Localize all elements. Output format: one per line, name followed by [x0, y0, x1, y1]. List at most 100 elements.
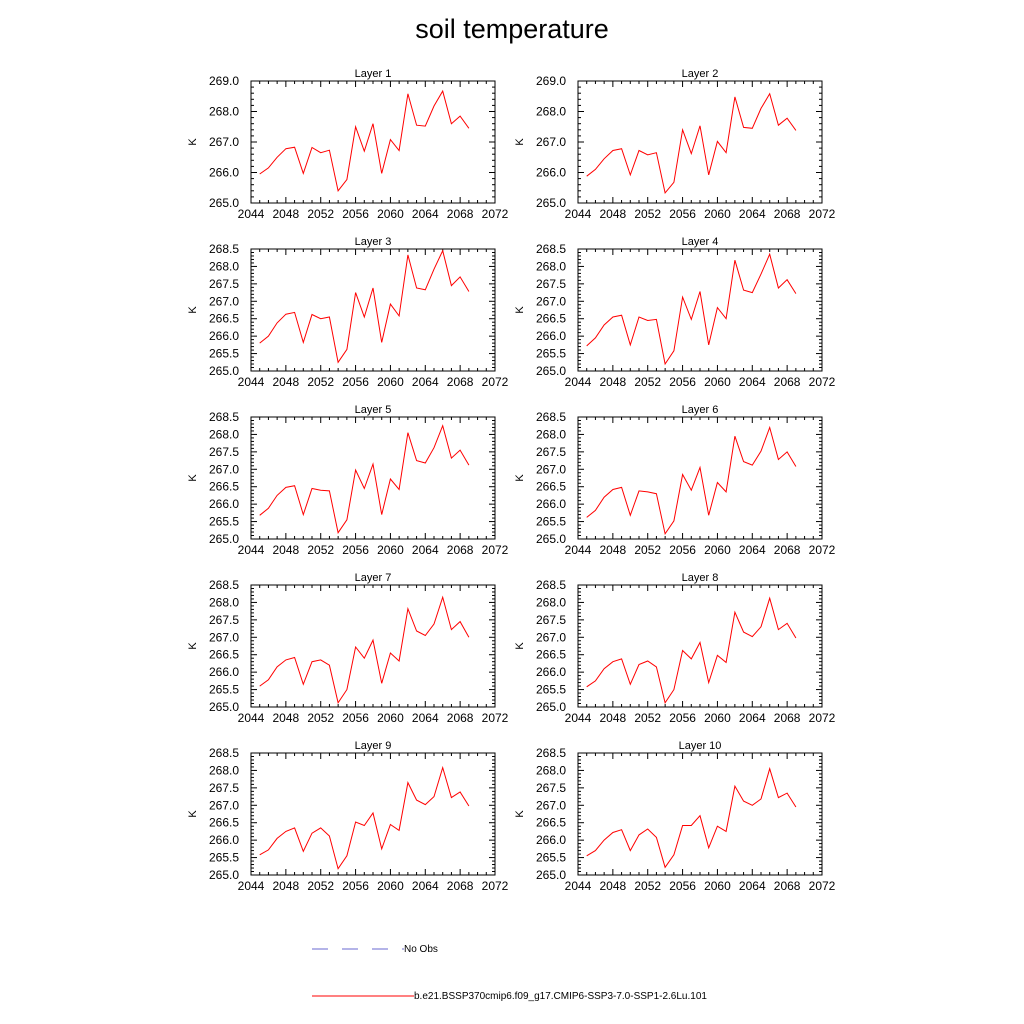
x-tick-label: 2052 — [634, 375, 661, 389]
x-tick-label: 2064 — [412, 711, 439, 725]
x-tick-label: 2072 — [482, 711, 509, 725]
legend-label-no-obs: No Obs — [404, 943, 438, 955]
y-tick-label: 267.0 — [209, 294, 239, 308]
legend-line-solid — [312, 995, 414, 997]
x-tick-label: 2044 — [238, 711, 265, 725]
panel-title: Layer 8 — [682, 572, 719, 584]
panel-title: Layer 9 — [355, 740, 392, 752]
y-axis-label: K — [514, 642, 526, 650]
y-tick-label: 266.5 — [536, 816, 566, 830]
series-line — [259, 249, 470, 364]
y-tick-label: 265.0 — [209, 196, 239, 210]
x-tick-label: 2060 — [377, 375, 404, 389]
chart-panel: Layer 2 K 2044 2048 2052 2056 2060 2064 2068 2072… — [514, 68, 836, 221]
x-tick-label: 2052 — [634, 207, 661, 221]
chart-panel: Layer 9 K 2044 2048 2052 2056 2060 2064 2068 2072… — [187, 740, 509, 893]
x-tick-label: 2056 — [669, 375, 696, 389]
plot-frame — [250, 80, 496, 204]
chart-panel: Layer 6 K 2044 2048 2052 2056 2060 2064 2068 2072… — [514, 404, 836, 557]
x-tick-label: 2048 — [273, 543, 300, 557]
panel-title: Layer 5 — [355, 404, 392, 416]
x-tick-label: 2068 — [447, 375, 474, 389]
x-tick-label: 2068 — [774, 711, 801, 725]
x-tick-label: 2068 — [447, 711, 474, 725]
y-tick-label: 267.5 — [209, 613, 239, 627]
x-tick-label: 2068 — [447, 207, 474, 221]
y-tick-label: 266.5 — [536, 648, 566, 662]
y-tick-label: 265.5 — [536, 683, 566, 697]
chart-panel: Layer 4 K 2044 2048 2052 2056 2060 2064 2068 2072… — [514, 236, 836, 389]
y-tick-label: 268.0 — [536, 259, 566, 273]
x-tick-label: 2056 — [669, 543, 696, 557]
y-tick-label: 265.5 — [536, 851, 566, 865]
y-axis-label: K — [514, 810, 526, 818]
chart-panel: Layer 7 K 2044 2048 2052 2056 2060 2064 2068 2072… — [187, 572, 509, 725]
x-tick-label: 2056 — [342, 711, 369, 725]
x-tick-label: 2052 — [307, 207, 334, 221]
y-tick-label: 266.0 — [209, 665, 239, 679]
legend-line-dashed — [312, 948, 404, 950]
x-tick-label: 2044 — [565, 543, 592, 557]
x-tick-label: 2060 — [377, 879, 404, 893]
x-tick-label: 2048 — [600, 543, 627, 557]
y-tick-label: 268.0 — [209, 259, 239, 273]
x-tick-label: 2048 — [600, 879, 627, 893]
x-tick-label: 2064 — [412, 375, 439, 389]
plot-frame — [577, 80, 823, 204]
y-tick-label: 268.5 — [536, 410, 566, 424]
y-tick-label: 268.0 — [536, 427, 566, 441]
y-tick-label: 265.0 — [209, 868, 239, 882]
x-tick-label: 2052 — [634, 711, 661, 725]
y-tick-label: 267.5 — [209, 781, 239, 795]
y-tick-label: 269.0 — [536, 74, 566, 88]
x-tick-label: 2044 — [238, 375, 265, 389]
y-tick-label: 265.0 — [536, 868, 566, 882]
series-line — [259, 89, 470, 192]
x-tick-label: 2068 — [774, 879, 801, 893]
y-tick-label: 267.0 — [209, 135, 239, 149]
x-tick-label: 2064 — [739, 711, 766, 725]
x-tick-label: 2056 — [669, 711, 696, 725]
chart-panel: Layer 3 K 2044 2048 2052 2056 2060 2064 2068 2072… — [187, 236, 509, 389]
x-tick-label: 2064 — [739, 375, 766, 389]
x-tick-label: 2044 — [238, 879, 265, 893]
y-axis-label: K — [187, 306, 199, 314]
panel-title: Layer 10 — [679, 740, 722, 752]
plot-frame — [250, 416, 496, 540]
x-tick-label: 2052 — [307, 375, 334, 389]
y-tick-label: 267.5 — [536, 781, 566, 795]
y-tick-label: 267.0 — [209, 462, 239, 476]
y-tick-label: 268.0 — [209, 595, 239, 609]
series-line — [586, 92, 797, 195]
series-line — [586, 252, 797, 366]
series-line — [259, 595, 470, 705]
y-tick-label: 267.0 — [209, 630, 239, 644]
panel-title: Layer 2 — [682, 68, 719, 80]
y-tick-label: 266.0 — [209, 833, 239, 847]
y-tick-label: 265.0 — [209, 532, 239, 546]
x-tick-label: 2044 — [238, 543, 265, 557]
y-tick-label: 265.5 — [209, 683, 239, 697]
y-tick-label: 268.0 — [209, 763, 239, 777]
x-tick-label: 2064 — [739, 207, 766, 221]
x-tick-label: 2068 — [447, 879, 474, 893]
series-line — [259, 424, 470, 534]
y-axis-label: K — [187, 474, 199, 482]
x-tick-label: 2048 — [273, 711, 300, 725]
y-tick-label: 268.0 — [209, 105, 239, 119]
x-tick-label: 2048 — [600, 711, 627, 725]
x-tick-label: 2072 — [809, 207, 836, 221]
y-tick-label: 266.5 — [536, 480, 566, 494]
x-tick-label: 2056 — [342, 375, 369, 389]
panel-title: Layer 3 — [355, 236, 392, 248]
x-tick-label: 2060 — [704, 543, 731, 557]
y-tick-label: 268.5 — [209, 242, 239, 256]
x-tick-label: 2044 — [238, 207, 265, 221]
y-tick-label: 265.5 — [209, 851, 239, 865]
y-tick-label: 267.0 — [536, 294, 566, 308]
y-tick-label: 267.0 — [536, 135, 566, 149]
y-tick-label: 268.0 — [536, 763, 566, 777]
x-tick-label: 2068 — [774, 375, 801, 389]
x-tick-label: 2072 — [482, 375, 509, 389]
